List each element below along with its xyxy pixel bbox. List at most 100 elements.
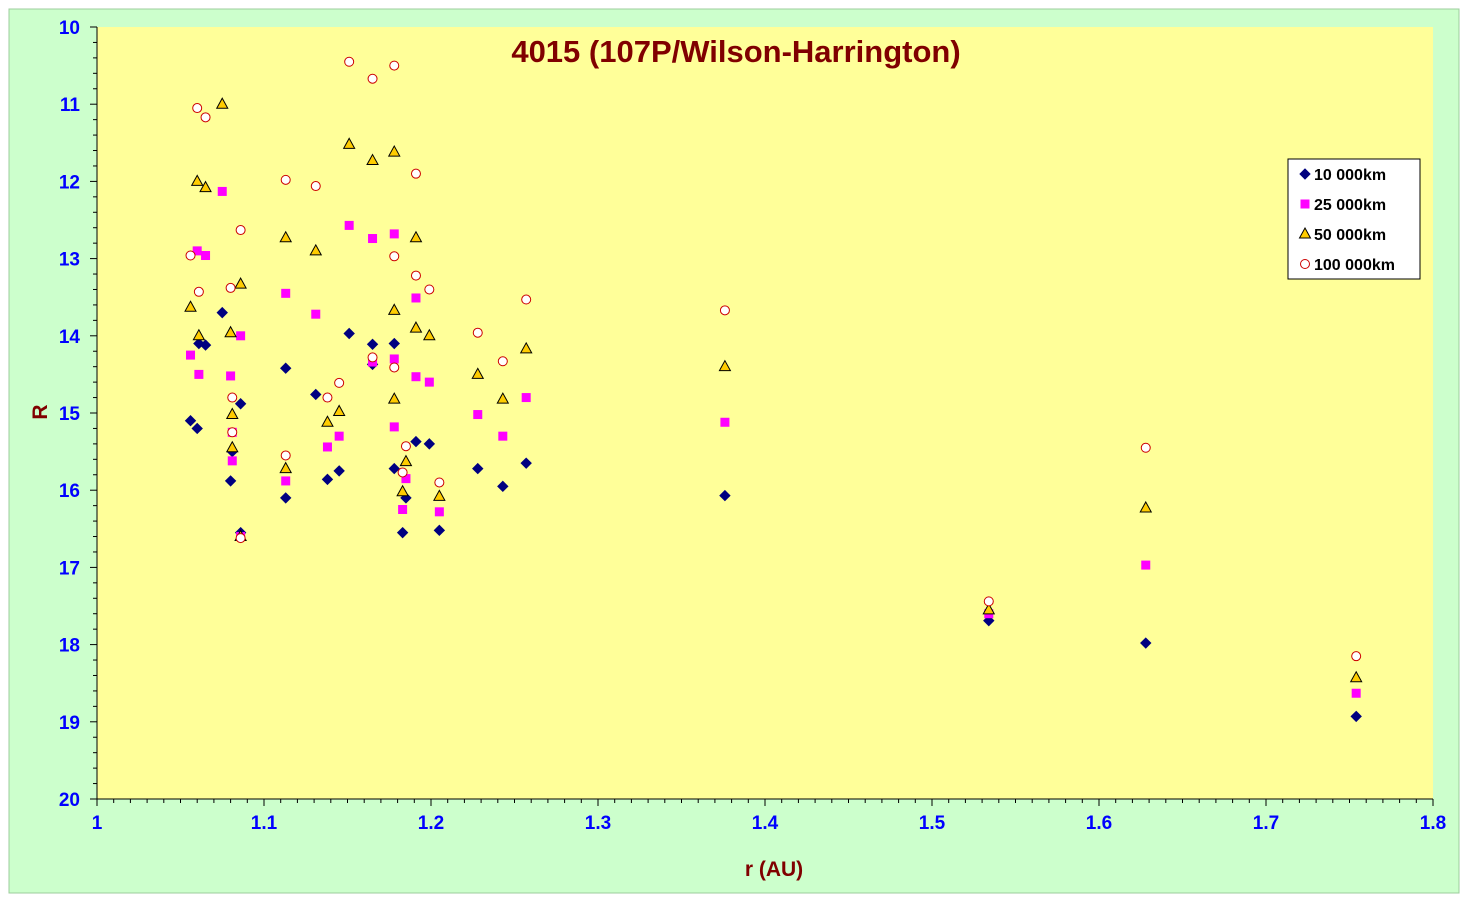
data-point bbox=[192, 246, 202, 256]
x-tick-label: 1.3 bbox=[585, 813, 611, 834]
data-point bbox=[521, 393, 531, 403]
data-point bbox=[401, 474, 411, 484]
data-point bbox=[389, 251, 400, 262]
data-point bbox=[719, 489, 731, 502]
data-point bbox=[322, 442, 332, 452]
data-point bbox=[184, 415, 197, 427]
data-point bbox=[190, 174, 204, 186]
data-point bbox=[281, 476, 291, 486]
data-point bbox=[227, 427, 238, 438]
y-tick-label: 11 bbox=[60, 95, 81, 116]
x-axis-title: r (AU) bbox=[745, 858, 803, 881]
x-tick-label: 1.7 bbox=[1253, 813, 1279, 834]
data-point bbox=[334, 431, 344, 441]
data-point bbox=[235, 225, 246, 236]
data-point bbox=[409, 230, 423, 243]
y-tick-label: 13 bbox=[59, 250, 80, 271]
data-point bbox=[520, 457, 532, 469]
data-point bbox=[334, 377, 345, 388]
y-tick-label: 17 bbox=[59, 558, 80, 579]
data-point bbox=[411, 293, 421, 303]
data-point bbox=[387, 145, 401, 157]
data-point bbox=[217, 186, 227, 196]
y-tick-label: 16 bbox=[59, 481, 80, 502]
data-point bbox=[434, 507, 444, 517]
legend-marker bbox=[1300, 259, 1310, 269]
data-point bbox=[192, 328, 206, 341]
data-point bbox=[410, 270, 421, 281]
data-point bbox=[1350, 710, 1362, 723]
x-tick-label: 1.5 bbox=[919, 813, 946, 834]
data-point bbox=[400, 441, 411, 452]
data-point bbox=[521, 294, 532, 305]
data-point bbox=[322, 392, 333, 403]
y-tick-label: 19 bbox=[59, 713, 80, 734]
data-point bbox=[497, 356, 508, 367]
data-point bbox=[398, 505, 408, 514]
legend-label: 50 000km bbox=[1314, 227, 1386, 244]
data-point bbox=[1351, 688, 1361, 698]
data-point bbox=[410, 435, 422, 448]
data-point bbox=[396, 484, 409, 497]
data-point bbox=[434, 477, 445, 488]
data-point bbox=[311, 309, 321, 319]
data-point bbox=[498, 431, 508, 441]
data-point bbox=[366, 338, 379, 350]
data-point bbox=[227, 456, 237, 466]
data-point bbox=[409, 321, 423, 333]
series-3-points bbox=[184, 97, 1363, 683]
y-tick-label: 12 bbox=[59, 172, 80, 193]
data-point bbox=[342, 137, 356, 149]
data-point bbox=[389, 354, 399, 364]
data-point bbox=[424, 284, 435, 295]
axes bbox=[90, 26, 1434, 806]
plot-area bbox=[97, 27, 1433, 799]
data-point bbox=[200, 112, 211, 123]
data-point bbox=[279, 461, 293, 474]
data-point bbox=[399, 454, 413, 467]
data-point bbox=[389, 60, 400, 71]
data-point bbox=[310, 181, 321, 192]
data-point bbox=[310, 388, 322, 401]
data-point bbox=[387, 303, 401, 315]
data-point bbox=[422, 328, 436, 341]
data-point bbox=[388, 462, 400, 475]
x-tick-label: 1.6 bbox=[1086, 813, 1112, 834]
data-point bbox=[225, 440, 239, 453]
data-point bbox=[280, 362, 292, 374]
data-point bbox=[1349, 670, 1363, 683]
data-point bbox=[424, 377, 434, 387]
data-point bbox=[396, 526, 409, 539]
data-point bbox=[387, 392, 401, 404]
data-point bbox=[1140, 637, 1152, 649]
data-point bbox=[227, 392, 238, 403]
legend-marker bbox=[1298, 226, 1312, 239]
data-point bbox=[718, 359, 732, 372]
data-point bbox=[280, 174, 291, 185]
data-point bbox=[397, 467, 408, 478]
data-point bbox=[225, 407, 239, 420]
y-tick-label: 10 bbox=[59, 18, 80, 39]
y-tick-label: 20 bbox=[59, 790, 80, 811]
data-point bbox=[215, 97, 229, 109]
x-tick-label: 1.1 bbox=[251, 813, 278, 834]
data-point bbox=[423, 438, 436, 450]
data-point bbox=[191, 422, 203, 435]
data-point bbox=[321, 473, 334, 486]
data-point bbox=[497, 480, 509, 493]
data-point bbox=[280, 450, 291, 461]
y-tick-label: 14 bbox=[59, 327, 81, 348]
data-point bbox=[235, 533, 246, 544]
data-point bbox=[281, 288, 291, 298]
data-point bbox=[410, 168, 421, 179]
data-point bbox=[309, 243, 323, 256]
data-point bbox=[321, 415, 334, 427]
data-point bbox=[389, 362, 400, 373]
data-point bbox=[983, 596, 994, 607]
legend-box bbox=[1287, 158, 1421, 280]
data-point bbox=[194, 369, 204, 379]
data-point bbox=[367, 73, 378, 84]
data-point bbox=[226, 371, 236, 381]
data-point bbox=[720, 417, 730, 427]
data-point bbox=[332, 404, 346, 416]
